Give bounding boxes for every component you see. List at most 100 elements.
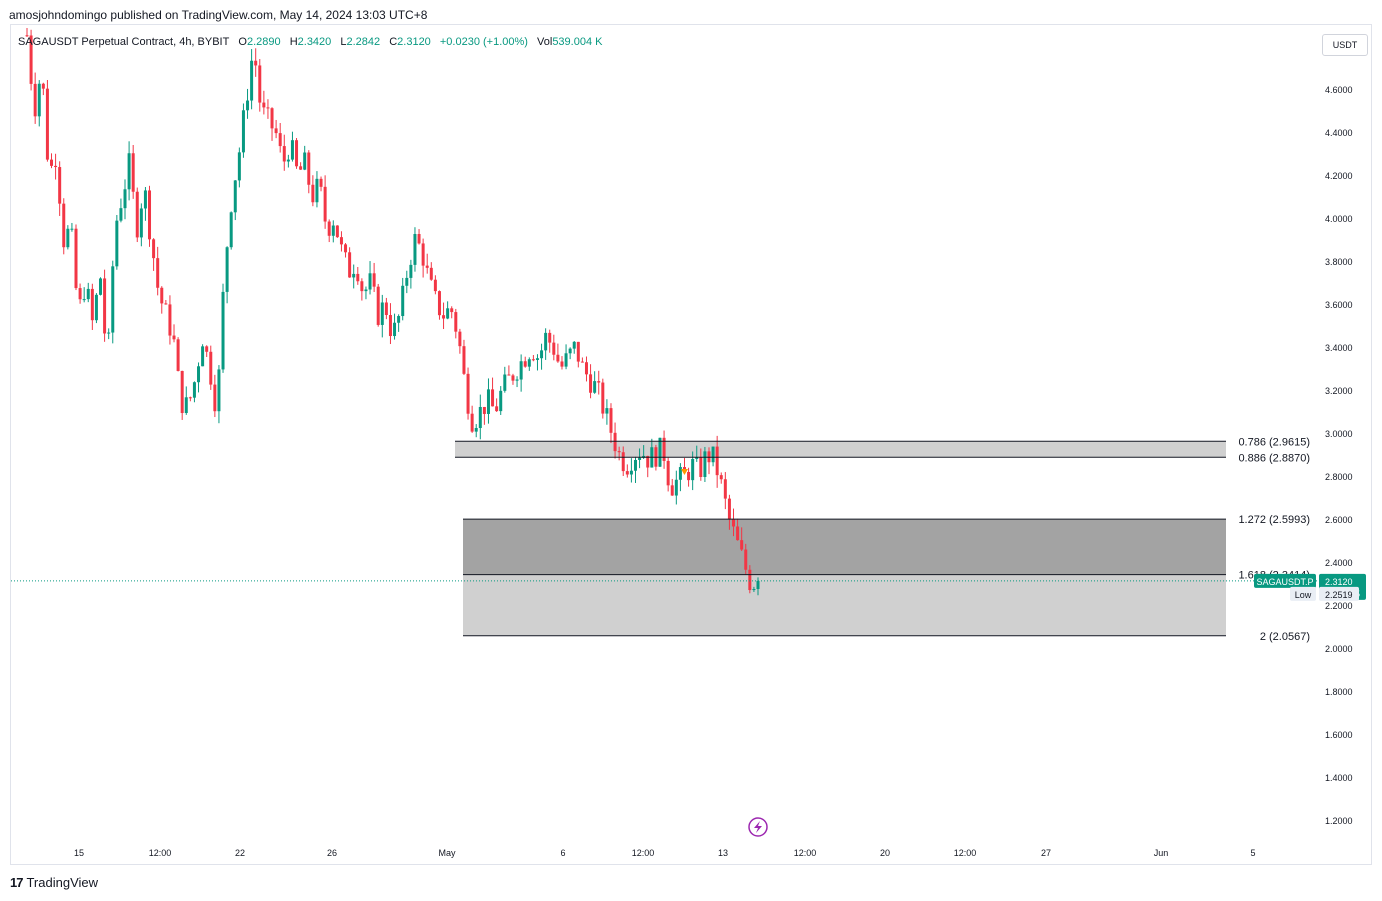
candle-body [519,361,523,380]
candle-body [666,460,670,486]
candle-body [474,428,478,432]
candle-body [172,335,176,340]
candle-body [421,243,425,266]
candle-body [205,346,209,352]
candle-body [176,339,180,371]
candle-body [282,146,286,162]
candle-body [388,315,392,337]
candle-body [625,471,629,475]
candle-body [237,152,241,181]
price-change: +0.0230 (+1.00%) [439,36,528,48]
candle-body [740,540,744,550]
candle-body [384,302,388,316]
candle-body [41,83,45,89]
candle-body [111,266,115,333]
lightning-bolt-icon [754,821,762,833]
candle-body [364,289,368,292]
candle-body [695,457,699,459]
candle-body [319,178,323,187]
fib-zone [455,441,1226,458]
candle-body [295,140,299,167]
candle-body [560,361,564,367]
candle-body [307,152,311,185]
symbol-tag: SAGAUSDT.P [1256,577,1313,587]
candle-body [719,475,723,480]
candle-body [568,348,572,354]
candle-body [250,60,254,101]
candle-body [576,341,580,362]
candle-body [290,140,294,160]
candle-body [258,65,262,103]
y-tick-label: 3.8000 [1325,257,1353,267]
candle-body [527,359,531,367]
candle-body [748,569,752,591]
candle-body [629,470,633,475]
y-tick-label: 4.6000 [1325,85,1353,95]
candle-body [703,451,707,477]
candle-body [152,239,156,259]
volume: Vol539.004 K [537,36,603,48]
candle-body [139,208,143,238]
candle-body [99,278,103,295]
candle-body [286,159,290,162]
candle-body [192,382,196,398]
candle-body [727,498,731,520]
low-price-value: 2.2519 [1325,590,1353,600]
fib-label: 1.272 (2.5993) [1238,514,1310,526]
candle-body [413,234,417,265]
candle-body [25,35,29,37]
candle-body [356,273,360,282]
candle-body [462,346,466,374]
low-label: Low [1295,590,1312,600]
candle-body [233,180,237,213]
candle-body [156,258,160,288]
y-tick-label: 3.6000 [1325,300,1353,310]
candle-body [348,252,352,278]
candle-body [229,212,233,248]
x-tick-label: 13 [718,848,728,858]
candle-body [29,35,33,84]
candle-body [180,370,184,414]
candle-body [54,165,58,168]
y-tick-label: 1.4000 [1325,773,1353,783]
y-tick-label: 2.8000 [1325,472,1353,482]
candle-body [597,381,601,383]
candle-body [82,299,86,301]
candle-body [478,406,482,429]
candle-body [633,459,637,471]
candle-body [380,302,384,325]
candle-body [274,128,278,134]
candle-body [646,455,650,468]
symbol-tag-bg [1254,573,1316,588]
candle-body [127,153,131,190]
low-price-bg [1319,586,1359,601]
candle-body [556,354,560,362]
ohlc-close: C2.3120 [389,36,431,48]
candle-body [580,361,584,363]
candle-body [658,437,662,467]
candle-body [135,191,139,238]
candle-body [188,397,192,399]
candle-body [164,303,168,305]
candle-body [266,107,270,109]
candle-body [662,437,666,461]
x-tick-label: 6 [560,848,565,858]
candle-body [507,374,511,376]
candle-body [744,549,748,570]
candle-body [621,452,625,472]
candle-body [344,244,348,253]
candle-body [209,351,213,385]
candle-body [540,350,544,359]
candle-body [495,406,499,412]
candle-body [442,315,446,319]
candle-body [674,479,678,496]
candle-body [376,286,380,325]
symbol-description[interactable]: SAGAUSDT Perpetual Contract, 4h, BYBIT [18,36,230,48]
y-tick-label: 4.0000 [1325,214,1353,224]
y-tick-label: 3.4000 [1325,343,1353,353]
currency-button[interactable]: USDT [1322,34,1368,56]
chart-frame[interactable] [10,24,1372,865]
tradingview-branding[interactable]: 17 TradingView [10,875,98,890]
candle-body [515,379,519,381]
